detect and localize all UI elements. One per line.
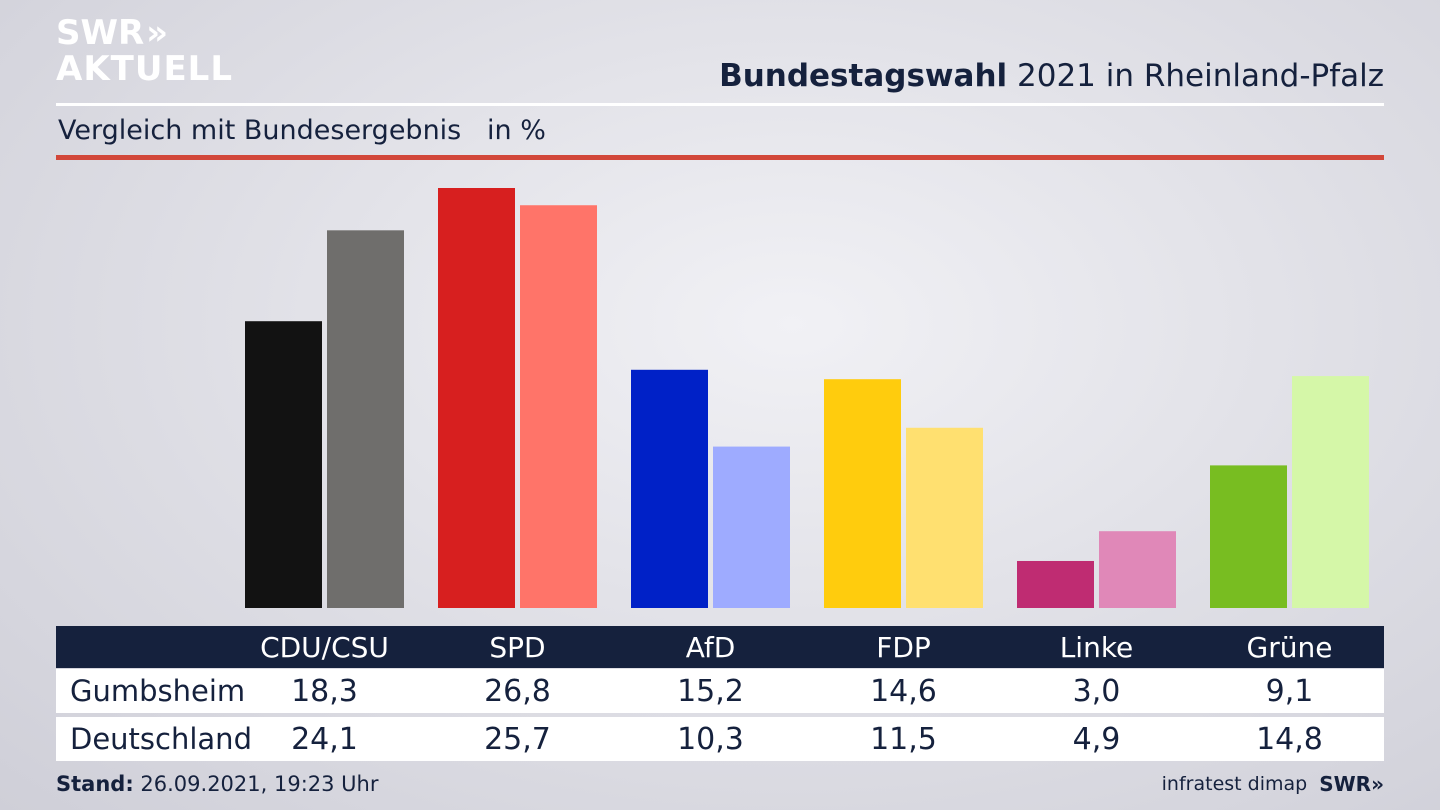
value-deutschland-afd: 10,3 [677,721,744,757]
stand-value: 26.09.2021, 19:23 Uhr [133,772,379,796]
title-divider [56,103,1384,106]
party-header-fdp: FDP [876,630,931,664]
bar-deutschland-afd [713,446,790,608]
title-bold: Bundestagswahl [719,58,1008,94]
bar-deutschland-cdu-csu [327,230,404,609]
value-gumbsheim-spd: 26,8 [484,673,551,709]
bar-chart [245,188,1369,609]
logo-aktuell-text: AKTUELL [56,49,234,89]
party-header-gr-ne: Grüne [1246,630,1333,664]
page-title: Bundestagswahl 2021 in Rheinland-Pfalz [719,58,1384,94]
value-deutschland-cdu-csu: 24,1 [291,721,358,757]
source-text: infratest dimap [1161,773,1308,795]
value-deutschland-fdp: 11,5 [870,721,937,757]
party-header-linke: Linke [1059,630,1134,664]
value-gumbsheim-fdp: 14,6 [870,673,937,709]
value-deutschland-spd: 25,7 [484,721,551,757]
bar-deutschland-fdp [906,427,983,608]
table-header: CDU/CSU SPD AfD FDP Linke Grüne [56,626,1384,668]
swr-aktuell-logo: SWR » AKTUELL [56,16,233,86]
party-header-cdu-csu: CDU/CSU [260,630,389,664]
bar-gumbsheim-fdp [824,379,901,608]
timestamp: Stand: 26.09.2021, 19:23 Uhr [56,772,379,796]
table-row-deutschland: Deutschland 24,1 25,7 10,3 11,5 4,9 14,8 [56,717,1384,761]
bar-gumbsheim-spd [438,188,515,608]
stand-label: Stand: [56,772,134,796]
table-row-gumbsheim: Gumbsheim 18,3 26,8 15,2 14,6 3,0 9,1 [56,669,1384,713]
value-gumbsheim-afd: 15,2 [677,673,744,709]
row-label-deutschland: Deutschland [70,722,252,756]
bar-gumbsheim-gr-ne [1210,465,1287,608]
bar-deutschland-spd [520,205,597,608]
value-deutschland-gr-ne: 14,8 [1256,721,1323,757]
value-gumbsheim-linke: 3,0 [1072,673,1121,709]
swr-brand-logo: SWR» [1319,772,1384,796]
value-gumbsheim-gr-ne: 9,1 [1265,673,1314,709]
bar-deutschland-gr-ne [1292,376,1369,608]
row-label-gumbsheim: Gumbsheim [70,674,246,708]
accent-divider [56,155,1384,160]
bar-deutschland-linke [1099,531,1176,608]
chart-subtitle: Vergleich mit Bundesergebnis in % [58,115,546,146]
logo-swr-text: SWR [56,13,145,53]
bar-gumbsheim-linke [1017,560,1094,608]
party-header-spd: SPD [489,630,546,664]
value-deutschland-linke: 4,9 [1072,721,1121,757]
bar-gumbsheim-cdu-csu [245,321,322,608]
title-rest: 2021 in Rheinland-Pfalz [1007,58,1384,94]
party-header-afd: AfD [685,630,736,664]
value-gumbsheim-cdu-csu: 18,3 [291,673,358,709]
source-credit: infratest dimap SWR» [1162,772,1384,796]
bar-gumbsheim-afd [631,369,708,608]
